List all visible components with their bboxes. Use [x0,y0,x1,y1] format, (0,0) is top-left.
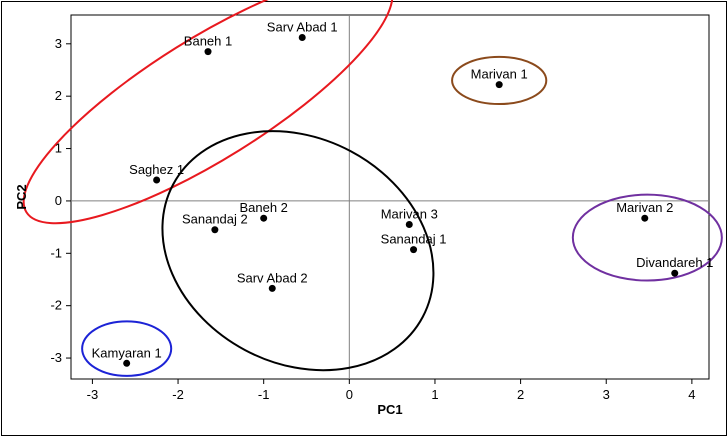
data-point-label: Sarv Abad 1 [267,20,338,35]
data-point-label: Divandareh 1 [636,255,713,270]
x-tick-label: 4 [688,387,695,402]
x-axis-title: PC1 [377,402,402,417]
data-point [211,226,219,234]
x-tick-label: 3 [603,387,610,402]
data-point-label: Sarv Abad 2 [237,270,308,285]
data-point-label: Marivan 3 [381,206,438,221]
y-tick-label: 3 [55,36,62,51]
data-point-label: Marivan 2 [616,200,673,215]
data-point [671,269,679,277]
data-point-label: Sanandaj 1 [381,232,447,247]
data-point [268,284,276,292]
data-point [123,359,131,367]
y-tick-label: -3 [50,350,62,365]
y-tick-label: 2 [55,88,62,103]
x-tick-label: 1 [431,387,438,402]
data-point-label: Marivan 1 [471,67,528,82]
cluster-ellipse [161,130,435,372]
cluster-ellipse [22,0,394,225]
x-tick-label: 2 [517,387,524,402]
data-point [495,81,503,89]
x-tick-label: -3 [87,387,99,402]
plot-area [70,14,710,380]
y-tick-label: 1 [55,141,62,156]
data-point [298,34,306,42]
data-point-label: Kamyaran 1 [92,345,162,360]
y-tick-label: 0 [55,193,62,208]
y-axis-title: PC2 [14,184,29,209]
y-axis-ticks: -3 -2 -1 0 1 2 3 [50,36,71,365]
cluster-ellipses [22,0,723,377]
data-point [153,176,161,184]
reference-lines [71,15,709,379]
data-point [410,246,418,254]
cluster-ellipse [451,55,548,106]
data-point-label: Baneh 1 [184,34,232,49]
data-point [260,214,268,222]
y-tick-label: -2 [50,298,62,313]
x-tick-label: 0 [346,387,353,402]
x-axis-ticks: -3 -2 -1 0 1 2 3 4 [87,379,695,402]
data-point [641,214,649,222]
data-point [405,220,413,228]
data-point-label: Baneh 2 [239,200,287,215]
x-tick-label: -1 [258,387,270,402]
cluster-ellipse [81,320,173,377]
y-tick-label: -1 [50,245,62,260]
data-point [204,48,212,56]
data-point-label: Saghez 1 [129,162,184,177]
data-point-label: Sanandaj 2 [182,212,248,227]
x-tick-label: -2 [172,387,184,402]
cluster-ellipse [571,193,723,282]
